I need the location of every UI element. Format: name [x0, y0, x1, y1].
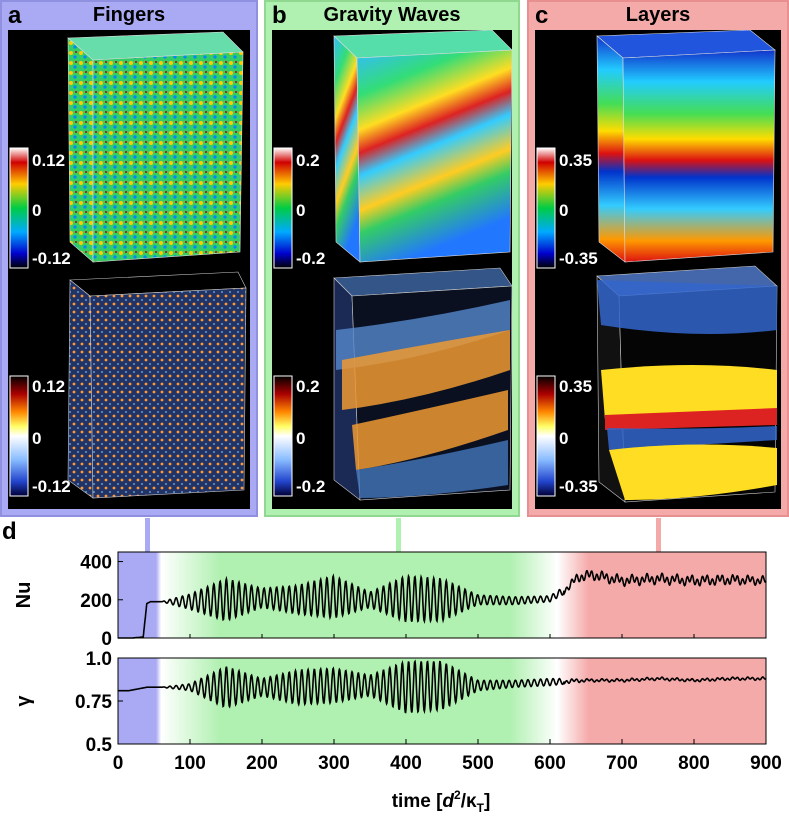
plot-frame-0	[117, 551, 767, 639]
connector-fingers	[145, 518, 150, 552]
time-series-chart: 400 200 0 Nu 1.0 0.75 0.5 γ 0 100 200 300 400 500 600 7…	[13, 518, 782, 815]
cbar-max-bottom-b: 0.2	[296, 377, 320, 396]
panel-title-layers: Layers	[625, 4, 691, 26]
y-tick-label-0: 400	[80, 553, 112, 574]
y-tick-label-1: 0.5	[86, 735, 113, 756]
x-tick-label: 800	[678, 753, 710, 774]
x-tick-label: 0	[113, 753, 124, 774]
cbar-mid-top-a: 0	[32, 201, 41, 220]
colorbar-bottom-waves	[273, 375, 293, 497]
connector-layers	[656, 518, 661, 552]
panel-letter-d: d	[2, 518, 17, 545]
cbar-mid-bottom-c: 0	[559, 429, 568, 448]
panel-letter-b: b	[272, 2, 287, 29]
cbar-min-bottom-a: -0.12	[32, 477, 71, 496]
x-tick-label: 100	[174, 753, 206, 774]
x-tick-label: 600	[534, 753, 566, 774]
cbar-mid-top-c: 0	[559, 201, 568, 220]
y-axis-label-1: γ	[13, 695, 35, 707]
cbar-mid-bottom-a: 0	[32, 429, 41, 448]
colorbar-bottom-layers	[536, 375, 556, 497]
series-line-gamma	[118, 659, 767, 715]
cbar-mid-top-b: 0	[296, 201, 305, 220]
connector-waves	[396, 518, 401, 552]
y-axis-label-0: Nu	[13, 582, 35, 609]
regime-bands	[118, 552, 766, 744]
y-tick-label-1: 0.75	[75, 692, 112, 713]
band-fingers-1	[118, 658, 162, 744]
cbar-max-bottom-a: 0.12	[32, 377, 65, 396]
colorbar-top-layers	[536, 147, 556, 269]
panel-letter-a: a	[8, 2, 22, 29]
cbar-max-top-a: 0.12	[32, 151, 65, 170]
panel-layers: c Layers	[527, 0, 789, 517]
cbar-min-top-c: -0.35	[559, 249, 598, 268]
x-tick-label: 200	[246, 753, 278, 774]
cbar-max-top-c: 0.35	[559, 151, 592, 170]
panel-gravity-waves: b Gravity Waves	[264, 0, 520, 517]
x-tick-label: 300	[318, 753, 350, 774]
cbar-max-bottom-c: 0.35	[559, 377, 592, 396]
cbar-mid-bottom-b: 0	[296, 429, 305, 448]
cbar-min-top-b: -0.2	[296, 249, 325, 268]
render-view-fingers: 0.12 0 -0.12 0.12 0 -0.12	[8, 30, 250, 509]
band-fingers-0	[118, 552, 162, 638]
cbar-min-top-a: -0.12	[32, 249, 71, 268]
colorbar-bottom-fingers	[9, 375, 29, 497]
panel-title-gravity-waves: Gravity Waves	[323, 4, 461, 26]
series-line-nu	[118, 570, 767, 639]
x-tick-label: 400	[390, 753, 422, 774]
x-tick-label: 700	[606, 753, 638, 774]
cbar-max-top-b: 0.2	[296, 151, 320, 170]
band-layers-0	[557, 552, 766, 638]
x-tick-label: 500	[462, 753, 494, 774]
cbar-min-bottom-b: -0.2	[296, 477, 325, 496]
colorbar-top-waves	[273, 147, 293, 269]
render-view-layers: 0.35 0 -0.35 0.35 0 -0.35	[535, 29, 781, 509]
cbar-min-bottom-c: -0.35	[559, 477, 598, 496]
y-tick-label-1: 1.0	[86, 649, 112, 670]
colorbar-top-fingers	[9, 147, 29, 269]
panel-fingers: a Fingers	[0, 0, 258, 517]
y-tick-label-0: 0	[101, 629, 112, 650]
panel-letter-c: c	[535, 2, 549, 29]
x-axis-label: time [d2/κT]	[392, 788, 491, 815]
panel-title-fingers: Fingers	[92, 4, 166, 26]
x-tick-label: 900	[750, 753, 782, 774]
band-layers-1	[557, 658, 766, 744]
render-view-gravity-waves: 0.2 0 -0.2 0.2 0 -0.2	[272, 29, 513, 509]
y-tick-label-0: 200	[80, 591, 112, 612]
